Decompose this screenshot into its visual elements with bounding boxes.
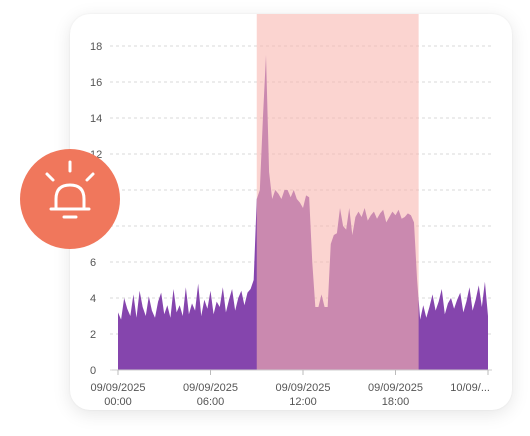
- y-tick-label-2: 2: [90, 329, 96, 341]
- y-tick-label-0: 0: [90, 365, 96, 377]
- x-tick-label-4: 10/09/...: [450, 382, 490, 394]
- y-tick-label-6: 6: [90, 257, 96, 269]
- x-tick-label-time-1: 06:00: [197, 396, 225, 408]
- y-tick-label-4: 4: [90, 293, 96, 305]
- x-tick-label-1: 09/09/2025: [183, 382, 238, 394]
- x-tick-label-time-0: 00:00: [104, 396, 132, 408]
- x-tick-label-2: 09/09/2025: [275, 382, 330, 394]
- highlight-band: [256, 14, 419, 370]
- x-tick-label-3: 09/09/2025: [368, 382, 423, 394]
- alert-badge: [20, 149, 120, 249]
- y-tick-label-14: 14: [90, 113, 102, 125]
- area-chart: 02468101214161809/09/202500:0009/09/2025…: [90, 14, 492, 408]
- x-tick-label-time-3: 18:00: [382, 396, 410, 408]
- highlight-range: [256, 14, 419, 370]
- axes: 02468101214161809/09/202500:0009/09/2025…: [90, 41, 492, 408]
- bell-alert-icon: [45, 160, 95, 219]
- chart-card: 02468101214161809/09/202500:0009/09/2025…: [70, 14, 512, 410]
- y-tick-label-18: 18: [90, 41, 102, 53]
- y-tick-label-16: 16: [90, 77, 102, 89]
- x-tick-label-0: 09/09/2025: [90, 382, 145, 394]
- x-tick-label-time-2: 12:00: [289, 396, 317, 408]
